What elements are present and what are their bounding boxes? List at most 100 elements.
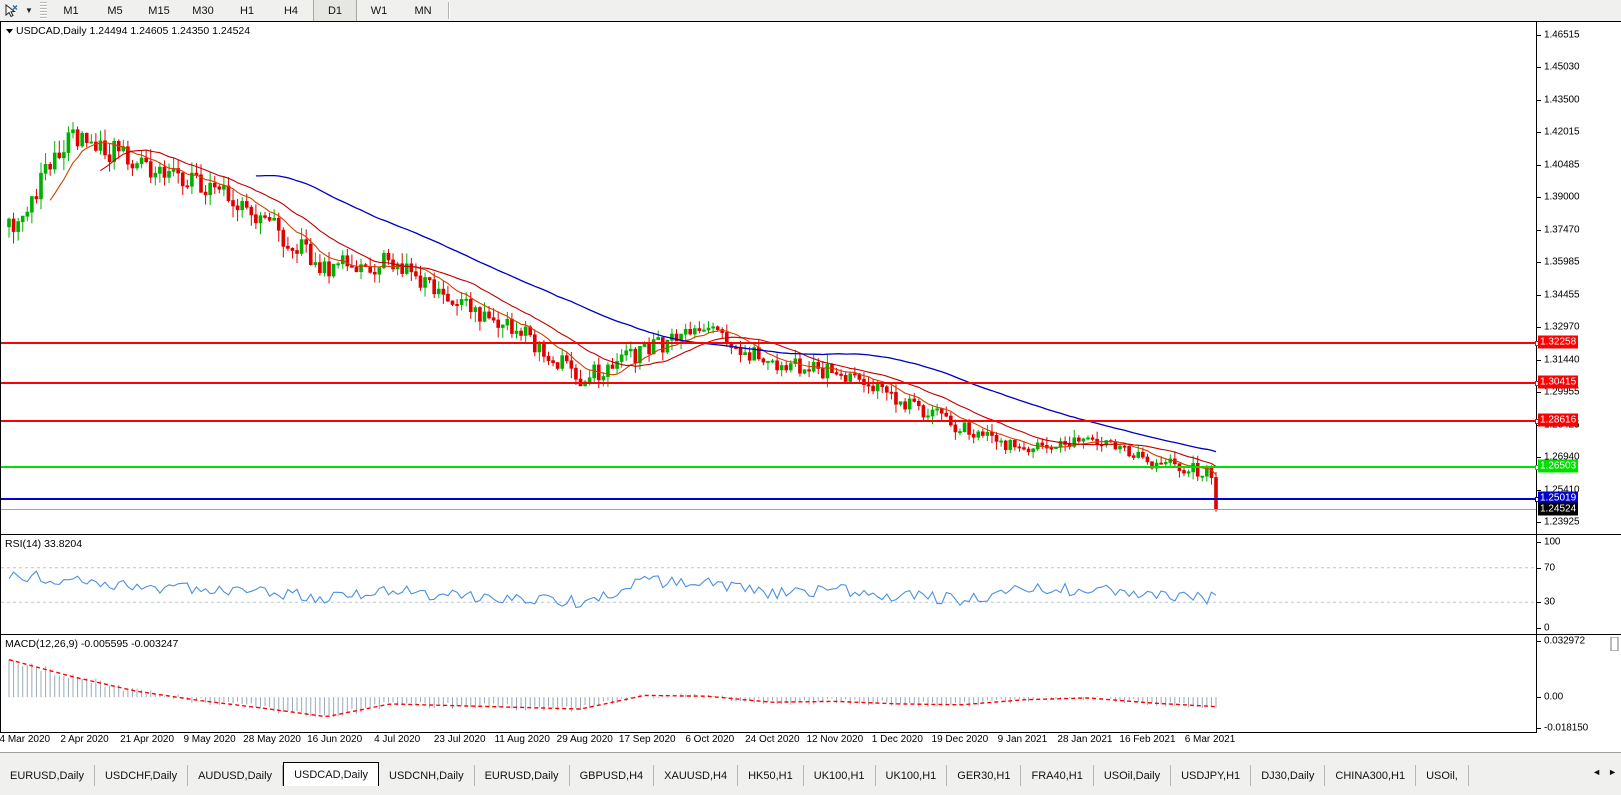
price-tick [1537,164,1541,166]
price-tick-label: 1.43500 [1544,94,1580,106]
macd-tick-label: 0.00 [1544,691,1564,703]
date-axis-label: 21 Apr 2020 [120,734,175,745]
rsi-plot[interactable] [1,535,1621,634]
rsi-tick-label: 70 [1544,562,1555,574]
timeframe-group: M1 M5 M15 M30 H1 H4 D1 W1 MN [49,0,445,21]
toolbar-grip[interactable] [40,2,47,19]
chart-tab-uk100-h1[interactable]: UK100,H1 [876,765,948,786]
price-tick [1537,196,1541,198]
chart-tab-eurusd-daily[interactable]: EURUSD,Daily [475,765,570,786]
price-tick [1537,391,1541,393]
price-tick-label: 1.25410 [1544,484,1580,496]
timeframe-m30[interactable]: M30 [192,4,214,17]
date-axis-label: 6 Mar 2021 [1184,734,1236,745]
chart-tab-xauusd-h4[interactable]: XAUUSD,H4 [654,765,739,786]
price-tick [1537,359,1541,361]
date-axis-label: 9 May 2020 [183,734,236,745]
price-axis[interactable]: 1.46515 1.45030 1.43500 1.42015 1.40485 1.390… [1536,22,1621,534]
price-tick-label: 1.45030 [1544,61,1580,73]
timeframe-m1[interactable]: M1 [63,4,79,17]
rsi-series [1,567,1535,609]
rsi-pane[interactable]: RSI(14) 33.8204 100 70 30 0 [1,535,1621,635]
price-tick [1537,521,1541,523]
price-tick [1537,99,1541,101]
macd-tick [1537,728,1541,729]
price-badge-bid[interactable]: 1.25019 [1538,491,1579,505]
date-axis: 14 Mar 2020 2 Apr 2020 21 Apr 2020 9 May 20… [0,733,1621,752]
chart-tab-china300-h1[interactable]: CHINA300,H1 [1325,765,1417,786]
tab-nav: ◄ ► [1592,767,1617,777]
chart-tab-ger30-h1[interactable]: GER30,H1 [947,765,1022,786]
price-badge-resistance[interactable]: 1.32258 [1538,335,1579,349]
price-tick-label: 1.29955 [1544,386,1580,398]
price-tick-label: 1.26940 [1544,451,1580,463]
macd-plot[interactable] [1,635,1621,734]
crosshair-cursor-icon[interactable] [0,1,22,20]
rsi-header: RSI(14) 33.8204 [5,538,83,550]
macd-series [8,659,1217,718]
level-line-resistance-2[interactable] [1,380,1540,386]
level-line-ask-line[interactable] [1,508,1536,510]
chevron-left-icon[interactable]: ◄ [1592,767,1602,777]
triangle-down-icon[interactable] [5,26,14,35]
price-tick-label: 1.40485 [1544,159,1580,171]
date-axis-label: 16 Jun 2020 [307,734,363,745]
price-tick [1537,229,1541,231]
chart-tab-eurusd-daily[interactable]: EURUSD,Daily [0,765,95,786]
date-axis-label: 23 Jul 2020 [433,734,486,745]
chart-tab-usoil-daily[interactable]: USOil,Daily [1094,765,1172,786]
date-axis-label: 16 Feb 2021 [1119,734,1176,745]
price-badge-resistance[interactable]: 1.30415 [1538,375,1579,389]
chart-tab-usdchf-daily[interactable]: USDCHF,Daily [95,765,189,786]
date-axis-label: 24 Oct 2020 [745,734,800,745]
chart-tab-usdjpy-h1[interactable]: USDJPY,H1 [1171,765,1252,786]
chart-tab-hk50-h1[interactable]: HK50,H1 [738,765,804,786]
macd-header: MACD(12,26,9) -0.005595 -0.003247 [5,638,179,650]
timeframe-mn[interactable]: MN [414,4,432,17]
level-line-bid-line[interactable] [1,496,1540,502]
chart-tab-uk100-h1[interactable]: UK100,H1 [804,765,876,786]
timeframe-w1[interactable]: W1 [370,4,388,17]
price-tick-label: 1.46515 [1544,29,1580,41]
price-badge-support[interactable]: 1.26503 [1538,459,1579,473]
chart-tab-usoil[interactable]: USOil, [1416,765,1469,786]
rsi-tick [1537,542,1541,543]
chart-tab-fra40-h1[interactable]: FRA40,H1 [1021,765,1094,786]
timeframe-h1[interactable]: H1 [239,4,255,17]
chart-tab-usdcad-daily[interactable]: USDCAD,Daily [283,762,380,786]
price-badge-resistance[interactable]: 1.28616 [1538,413,1579,427]
chart-tabbar: EURUSD,Daily USDCHF,Daily AUDUSD,Daily USDC… [0,752,1621,795]
timeframe-d1[interactable]: D1 [313,0,357,21]
chart-canvas-area[interactable]: USDCAD,Daily 1.24494 1.24605 1.24350 1.2… [0,21,1621,734]
price-tick [1537,489,1541,491]
rsi-tick-label: 0 [1544,622,1550,634]
symbol-header-text: USDCAD,Daily 1.24494 1.24605 1.24350 1.2… [16,25,251,37]
level-line-resistance-1[interactable] [1,340,1540,346]
date-axis-label: 6 Oct 2020 [685,734,735,745]
chart-tabstrip[interactable]: EURUSD,Daily USDCHF,Daily AUDUSD,Daily USDC… [0,762,1570,786]
chart-scroll-handle[interactable] [1609,636,1620,652]
price-tick [1537,326,1541,328]
level-line-resistance-3[interactable] [1,419,1540,425]
price-badge-last[interactable]: 1.24524 [1538,502,1579,516]
chart-tab-usdcnh-daily[interactable]: USDCNH,Daily [379,765,475,786]
rsi-axis: 100 70 30 0 [1536,535,1621,634]
price-pane[interactable]: USDCAD,Daily 1.24494 1.24605 1.24350 1.2… [1,22,1621,535]
chevron-down-icon[interactable]: ▼ [25,6,33,15]
price-plot[interactable] [1,22,1621,534]
date-axis-label: 17 Sep 2020 [618,734,676,745]
date-axis-label: 11 Aug 2020 [494,734,550,745]
timeframe-m5[interactable]: M5 [107,4,123,17]
macd-pane[interactable]: MACD(12,26,9) -0.005595 -0.003247 0.0329… [1,635,1621,734]
level-line-support-1[interactable] [1,464,1540,470]
date-axis-label: 14 Mar 2020 [0,734,51,745]
chart-tab-dj30-daily[interactable]: DJ30,Daily [1251,765,1326,786]
chart-tab-audusd-daily[interactable]: AUDUSD,Daily [188,765,284,786]
price-tick-label: 1.34455 [1544,289,1580,301]
chart-tab-gbpusd-h4[interactable]: GBPUSD,H4 [570,765,655,786]
price-tick-label: 1.35985 [1544,256,1580,268]
chevron-right-icon[interactable]: ► [1608,767,1617,777]
timeframe-m15[interactable]: M15 [148,4,170,17]
timeframe-h4[interactable]: H4 [283,4,299,17]
